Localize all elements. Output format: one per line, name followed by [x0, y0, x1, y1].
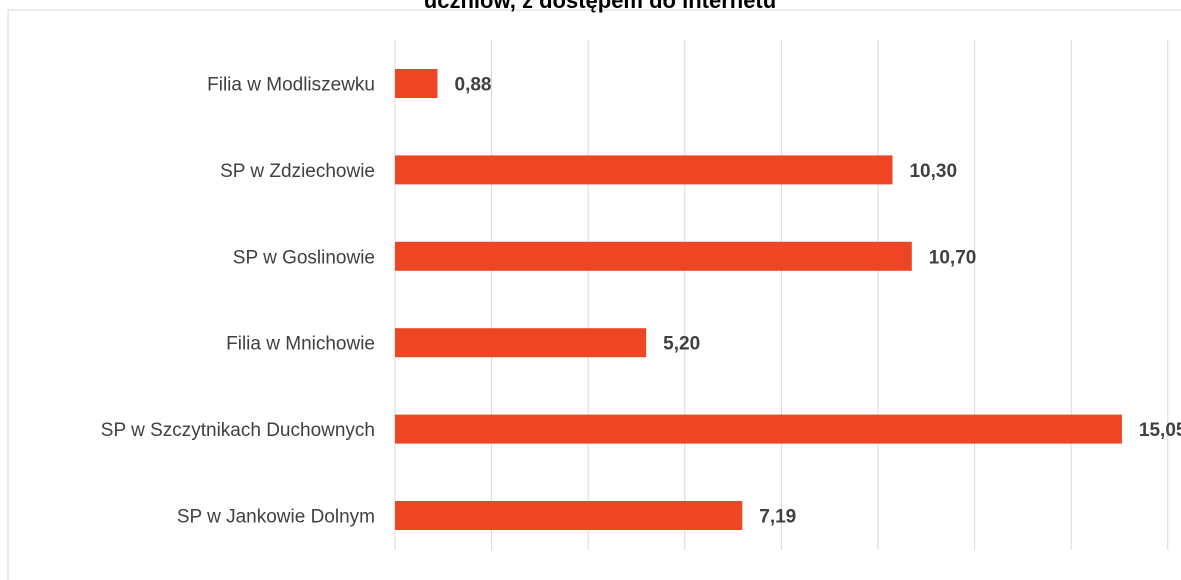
bar — [395, 328, 647, 358]
data-label: 5,20 — [663, 334, 700, 355]
data-label: 15,05 — [1139, 420, 1181, 441]
data-label: 10,70 — [929, 247, 977, 268]
bar — [395, 155, 893, 185]
data-label: 0,88 — [455, 75, 492, 96]
category-label: SP w Goslinowie — [233, 247, 375, 268]
category-label: SP w Szczytnikach Duchownych — [101, 420, 375, 441]
gridlines — [394, 40, 1169, 550]
category-label: Filia w Mnichowie — [226, 334, 375, 355]
chart-frame — [7, 9, 1181, 580]
data-label: 10,30 — [909, 161, 957, 182]
bar — [395, 414, 1122, 444]
bar — [395, 69, 438, 98]
category-label: SP w Zdziechowie — [220, 161, 375, 182]
category-label: Filia w Modliszewku — [207, 75, 375, 96]
data-label: 7,19 — [759, 507, 796, 528]
bar — [395, 241, 912, 271]
chart-title: uczniów, z dostępem do internetu — [424, 0, 776, 13]
bar — [395, 501, 743, 530]
bars: Filia w Modliszewku 0,88 SP w Zdziechowie 1… — [101, 69, 1181, 530]
category-label: SP w Jankowie Dolnym — [177, 507, 375, 528]
